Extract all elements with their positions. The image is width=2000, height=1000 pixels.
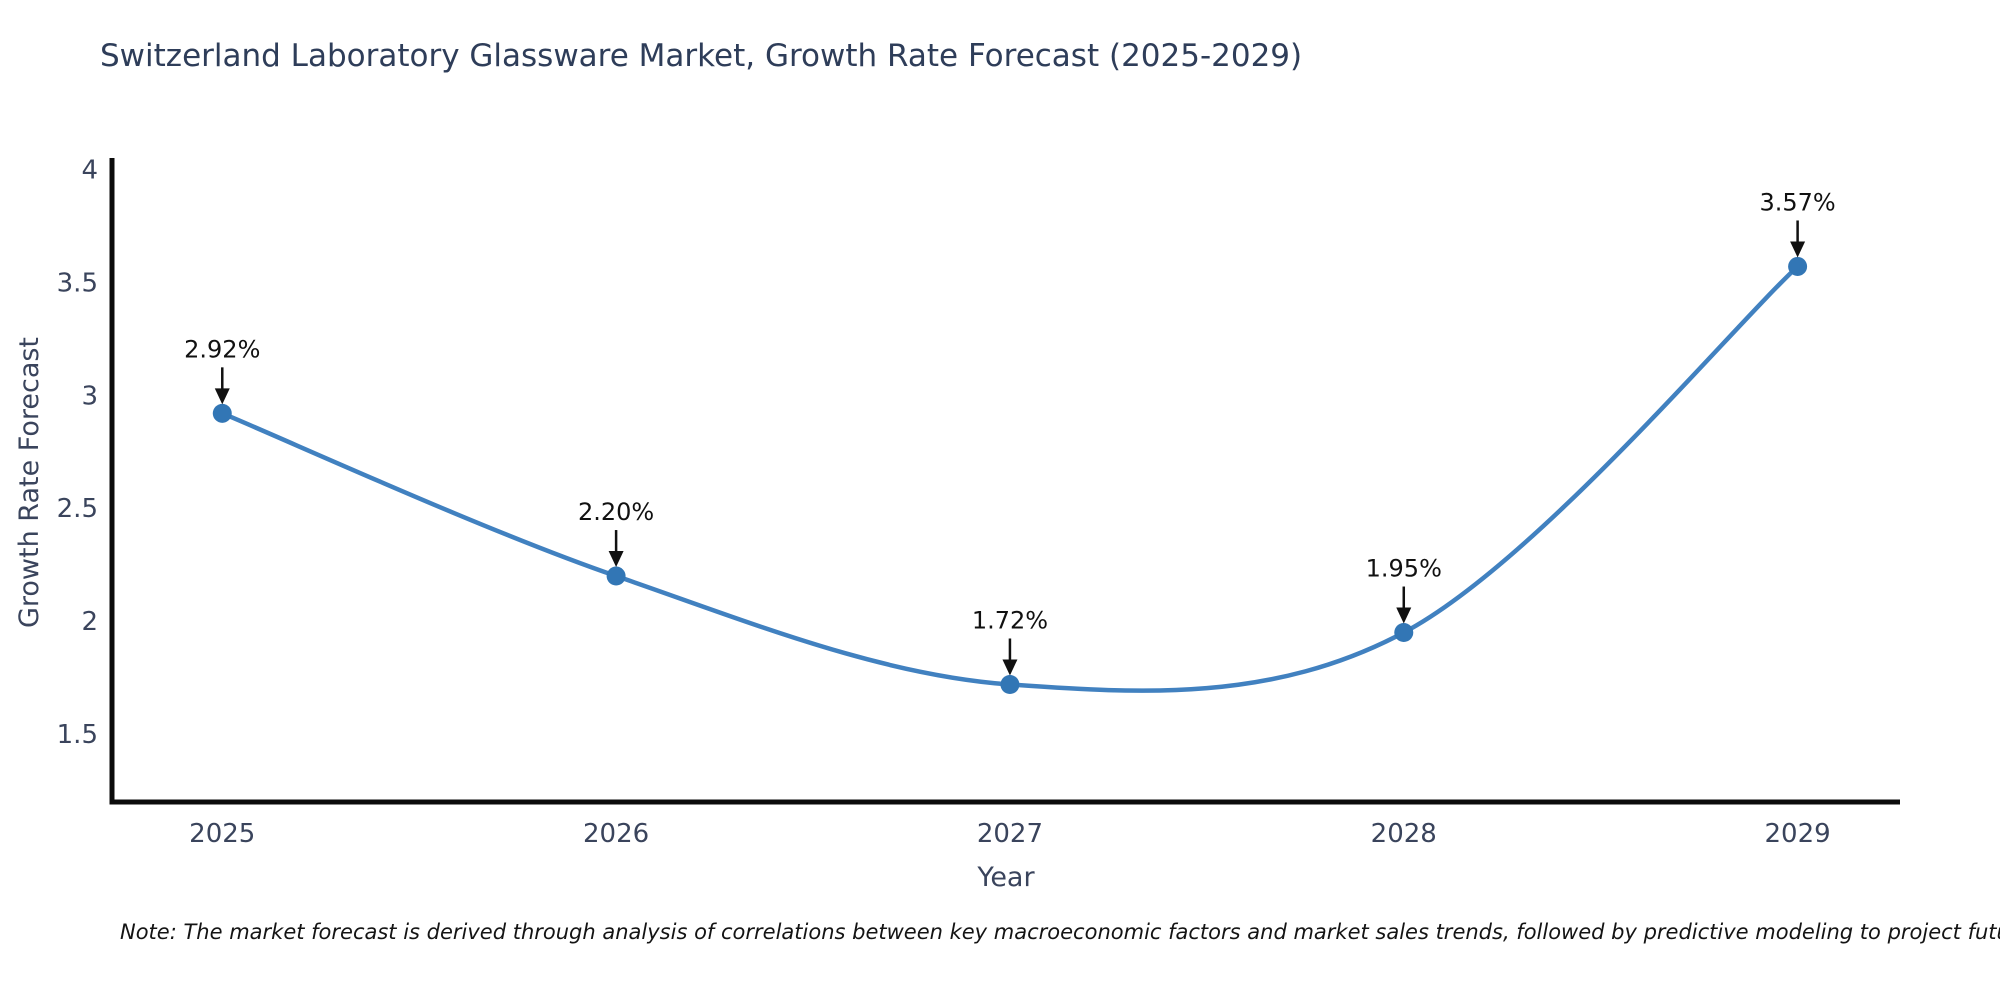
footnote: Note: The market forecast is derived thr…	[120, 920, 2000, 944]
x-axis-title: Year	[977, 862, 1035, 893]
data-point-label: 1.95%	[1366, 555, 1442, 583]
x-tick-label: 2025	[189, 819, 255, 849]
y-tick-label: 2	[81, 607, 98, 637]
y-tick-label: 1.5	[57, 720, 98, 750]
y-axis-title: Growth Rate Forecast	[14, 336, 46, 629]
data-point-marker-2028	[1394, 623, 1414, 643]
chart-title: Switzerland Laboratory Glassware Market,…	[100, 38, 1303, 74]
annotation-arrow-head	[214, 388, 230, 405]
annotation-arrow-head	[1790, 241, 1806, 258]
data-point-marker-2027	[1000, 674, 1020, 694]
data-point-marker-2025	[212, 403, 232, 423]
y-tick-label: 3.5	[57, 268, 98, 298]
forecast-line-series	[220, 264, 1800, 693]
y-axis-title-box: Growth Rate Forecast	[8, 160, 52, 805]
data-point-label: 3.57%	[1759, 188, 1835, 216]
data-point-label: 2.92%	[184, 335, 260, 363]
y-tick-label: 3	[81, 381, 98, 411]
annotation-arrow-head	[608, 551, 624, 568]
x-tick-label: 2026	[583, 819, 649, 849]
y-tick-label: 2.5	[57, 494, 98, 524]
annotation-arrow-head	[1002, 659, 1018, 676]
x-tick-label: 2027	[977, 819, 1043, 849]
data-point-label: 1.72%	[972, 606, 1048, 634]
data-point-label: 2.20%	[578, 498, 654, 526]
x-tick-label: 2029	[1765, 819, 1831, 849]
annotation-arrow-head	[1396, 607, 1412, 624]
x-tick-label: 2028	[1371, 819, 1437, 849]
y-tick-label: 4	[81, 155, 98, 185]
data-point-marker-2026	[606, 566, 626, 586]
data-point-marker-2029	[1788, 256, 1808, 276]
axis-spines	[109, 158, 1900, 805]
